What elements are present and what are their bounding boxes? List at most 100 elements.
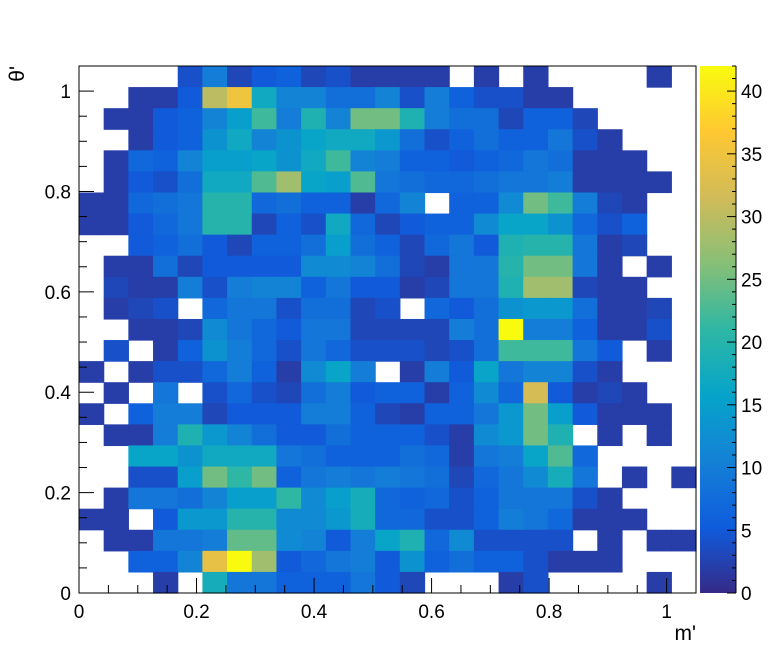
heatmap-cell [202, 424, 228, 447]
heatmap-cell [572, 129, 598, 151]
heatmap-cell [424, 550, 450, 573]
heatmap-cell [424, 297, 450, 320]
heatmap-cell [177, 213, 203, 236]
heatmap-cell [227, 213, 253, 236]
heatmap-cell [251, 529, 278, 552]
heatmap-cell [202, 466, 228, 489]
heatmap-cell [547, 424, 574, 447]
heatmap-cell [646, 403, 672, 425]
heatmap-cell [523, 297, 549, 320]
heatmap-cell [572, 255, 598, 278]
heatmap-cell [523, 466, 549, 489]
heatmap-cell [523, 487, 549, 510]
heatmap-cell [202, 382, 228, 404]
heatmap-cell [202, 192, 228, 215]
heatmap-cell [572, 108, 598, 130]
y-axis-title: θ' [6, 66, 29, 82]
heatmap-cell [498, 255, 524, 278]
heatmap-cell [547, 550, 574, 573]
heatmap-cell [473, 108, 500, 130]
heatmap-cell [202, 529, 228, 552]
heatmap-cell [572, 276, 598, 299]
heatmap-cell [276, 361, 302, 383]
heatmap-cell [498, 361, 524, 383]
x-tick-label: 0.8 [536, 602, 562, 623]
heatmap-cell [375, 424, 401, 447]
heatmap-cell [177, 150, 203, 172]
heatmap-cell [572, 487, 598, 510]
x-tick-label: 0.4 [301, 602, 328, 623]
heatmap-cell [449, 361, 475, 383]
heatmap-cell [79, 403, 105, 425]
heatmap-cell [128, 529, 154, 552]
heatmap-cell [177, 424, 203, 447]
heatmap-cell [498, 129, 524, 151]
heatmap-cell [547, 276, 574, 299]
heatmap-cell [424, 466, 450, 489]
heatmap-cell [473, 129, 500, 151]
heatmap-cell [276, 550, 302, 573]
heatmap-cell [597, 382, 623, 404]
heatmap-cell [227, 466, 253, 489]
heatmap-cell [276, 87, 302, 109]
heatmap-cell [227, 171, 253, 194]
heatmap-cell [399, 276, 426, 299]
heatmap-cell [202, 276, 228, 299]
heatmap-cell [572, 445, 598, 468]
heatmap-cell [424, 318, 450, 341]
heatmap-cell [424, 87, 450, 109]
heatmap-cell [473, 529, 500, 552]
heatmap-cell [227, 297, 253, 320]
colorbar-tick-label: 15 [741, 396, 762, 417]
heatmap-cell [227, 445, 253, 468]
heatmap-cell [301, 529, 327, 552]
heatmap-cell [128, 550, 154, 573]
heatmap-cell [301, 213, 327, 236]
heatmap-cell [449, 87, 475, 109]
heatmap-cell [202, 508, 228, 531]
heatmap-cell [325, 192, 352, 215]
heatmap-cell [227, 87, 253, 109]
colorbar-tick-label: 25 [741, 270, 762, 291]
heatmap-cell [375, 508, 401, 531]
heatmap-cell [473, 192, 500, 215]
heatmap-cell [325, 424, 352, 447]
heatmap-cell [498, 192, 524, 215]
heatmap-cell [153, 445, 179, 468]
heatmap-cell [449, 445, 475, 468]
heatmap-cell [498, 403, 524, 425]
heatmap-cell [350, 276, 376, 299]
heatmap-cell [646, 529, 672, 552]
heatmap-cell [128, 150, 154, 172]
heatmap-cell [177, 550, 203, 573]
heatmap-cell [251, 403, 278, 425]
heatmap-cell [350, 445, 376, 468]
heatmap-cell [449, 192, 475, 215]
heatmap-cell [375, 276, 401, 299]
heatmap-cell [153, 150, 179, 172]
heatmap-cell [597, 129, 623, 151]
heatmap-cell [424, 508, 450, 531]
heatmap-cell [153, 403, 179, 425]
heatmap-cell [424, 255, 450, 278]
heatmap-cell [375, 171, 401, 194]
heatmap-cell [202, 318, 228, 341]
heatmap-cell [350, 508, 376, 531]
heatmap-cell [473, 213, 500, 236]
heatmap-cell [449, 276, 475, 299]
heatmap-cell [523, 571, 549, 594]
heatmap-cell [621, 466, 648, 489]
heatmap-cell [177, 361, 203, 383]
heatmap-cell [301, 150, 327, 172]
heatmap-cell [128, 361, 154, 383]
heatmap-cell [251, 340, 278, 362]
heatmap-cell [399, 445, 426, 468]
heatmap-cell [325, 171, 352, 194]
heatmap-cell [325, 445, 352, 468]
heatmap-cell [350, 87, 376, 109]
heatmap-cell [375, 403, 401, 425]
heatmap-cell [276, 382, 302, 404]
heatmap-cell [202, 297, 228, 320]
heatmap-cell [227, 318, 253, 341]
heatmap-cell [572, 403, 598, 425]
